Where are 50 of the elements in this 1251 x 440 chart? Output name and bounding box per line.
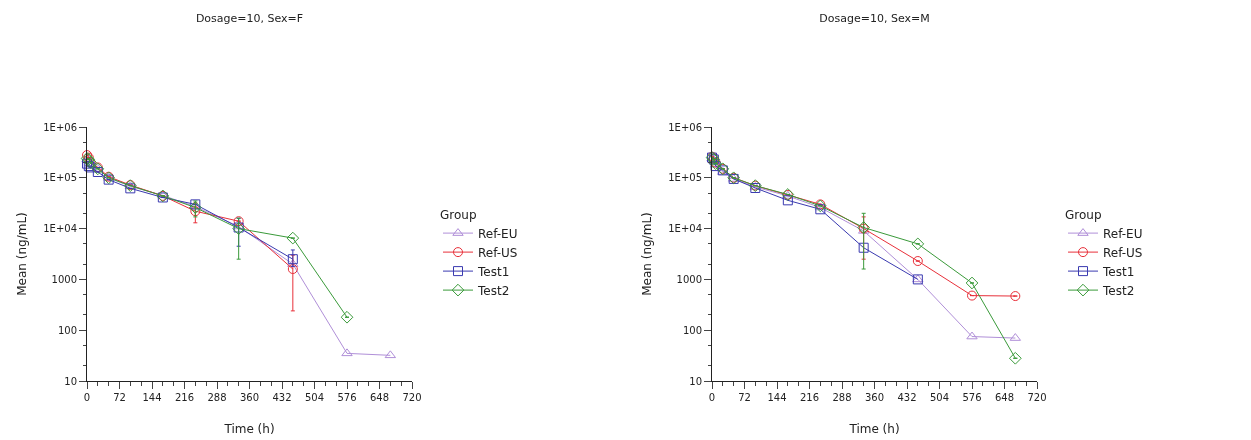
y-tick-label: 1000	[51, 273, 77, 285]
y-tick-label: 10	[64, 375, 77, 387]
x-tick-label: 360	[239, 392, 260, 403]
y-tick-label: 100	[57, 324, 77, 336]
x-tick-label: 432	[272, 392, 292, 403]
legend-title: Group	[440, 207, 477, 222]
legend-title: Group	[1065, 207, 1102, 222]
legend-label: Test2	[1102, 283, 1135, 298]
legend-label: Test1	[1102, 264, 1135, 279]
x-tick-label: 360	[864, 392, 885, 403]
legend-label: Test2	[477, 283, 510, 298]
x-tick-label: 72	[113, 392, 126, 403]
x-tick-label: 216	[174, 392, 195, 403]
x-tick-label: 144	[142, 392, 162, 403]
y-tick-label: 1000	[676, 273, 702, 285]
x-tick-label: 72	[738, 392, 751, 403]
x-tick-label: 576	[962, 392, 982, 403]
legend-label: Ref-US	[1103, 245, 1143, 260]
y-tick-label: 1E+06	[668, 121, 702, 133]
y-axis-title: Mean (ng/mL)	[14, 212, 29, 296]
x-tick-label: 432	[897, 392, 917, 403]
chart-title: Dosage=10, Sex=M	[819, 11, 930, 25]
y-tick-label: 1E+06	[43, 121, 77, 133]
x-tick-label: 648	[369, 392, 390, 403]
y-tick-label: 1E+04	[43, 223, 77, 235]
y-tick-label: 1E+05	[668, 172, 702, 184]
x-tick-label: 216	[799, 392, 820, 403]
x-tick-label: 288	[207, 392, 227, 403]
legend-label: Ref-EU	[1103, 226, 1143, 241]
legend-label: Ref-US	[478, 245, 518, 260]
x-tick-label: 648	[994, 392, 1015, 403]
y-tick-label: 1E+05	[43, 172, 77, 184]
chart-title: Dosage=10, Sex=F	[195, 11, 304, 25]
x-tick-label: 0	[83, 392, 91, 403]
legend-label: Test1	[477, 264, 510, 279]
y-tick-label: 1E+04	[668, 223, 702, 235]
legend-label: Ref-EU	[478, 226, 518, 241]
x-tick-label: 720	[1027, 392, 1047, 403]
x-tick-label: 504	[304, 392, 325, 403]
x-tick-label: 576	[337, 392, 357, 403]
x-tick-label: 504	[929, 392, 950, 403]
y-tick-label: 10	[689, 375, 702, 387]
x-tick-label: 720	[402, 392, 422, 403]
y-axis-title: Mean (ng/mL)	[639, 212, 654, 296]
x-axis-title: Time (h)	[848, 421, 900, 436]
x-tick-label: 0	[708, 392, 716, 403]
x-tick-label: 144	[767, 392, 787, 403]
x-tick-label: 288	[832, 392, 852, 403]
y-tick-label: 100	[682, 324, 702, 336]
x-axis-title: Time (h)	[223, 421, 275, 436]
